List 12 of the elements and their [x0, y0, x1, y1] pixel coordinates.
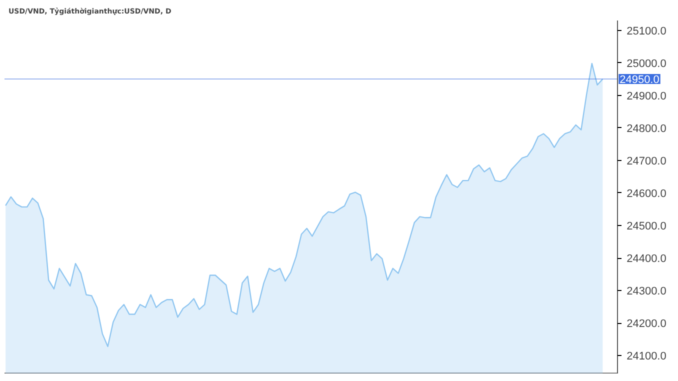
- y-tick-label: 24800.0: [626, 122, 666, 135]
- y-tick-label: 24700.0: [626, 155, 666, 168]
- y-tick-label: 24900.0: [626, 90, 666, 102]
- y-tick-label: 25100.0: [626, 25, 666, 38]
- y-tick-label: 24200.0: [626, 318, 666, 330]
- y-tick-label: 24100.0: [626, 350, 666, 363]
- y-tick-label: 24400.0: [626, 253, 666, 265]
- y-tick-label: 24600.0: [626, 188, 666, 200]
- ref-line-label: 24950.0: [620, 74, 660, 86]
- y-tick-label: 24300.0: [626, 286, 666, 298]
- y-tick-label: 25000.0: [626, 58, 666, 70]
- y-tick-label: 24500.0: [626, 220, 666, 232]
